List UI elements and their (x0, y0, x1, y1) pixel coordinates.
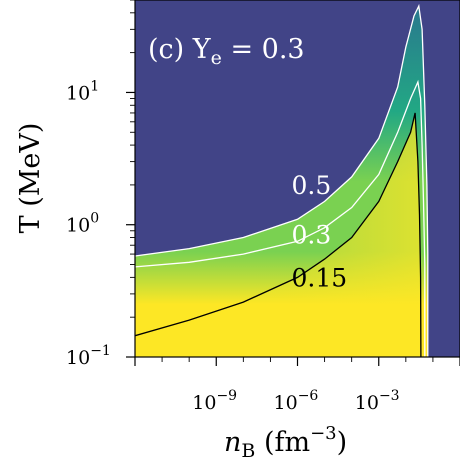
panel-label-value: = 0.3 (222, 34, 305, 65)
y-axis-title: T (MeV) (15, 123, 46, 234)
contour-label-0-5: 0.5 (292, 171, 332, 200)
y-tick-label: 100 (66, 211, 99, 237)
contour-line-0-5 (135, 3, 429, 357)
contour-label-0-3: 0.3 (292, 221, 332, 250)
x-tick-label: 10−6 (274, 388, 319, 414)
y-tick-label: 101 (66, 78, 99, 104)
plot-area (135, 0, 460, 357)
panel-label: (c) Ye = 0.3 (148, 34, 305, 69)
contour-line-0-15 (135, 112, 422, 357)
y-axis: 10−1 100 101 (66, 0, 135, 369)
contour-label-0-15: 0.15 (292, 264, 348, 293)
x-axis-title-subscript: B (241, 440, 255, 460)
y-tick-label: 10−1 (66, 343, 111, 369)
x-axis-title: nB (fm−3) (224, 423, 347, 460)
panel-label-subscript: e (211, 47, 222, 69)
contour-lines (135, 3, 429, 357)
heatmap-yellow-core (135, 112, 421, 357)
x-tick-label: 10−3 (355, 388, 400, 414)
x-tick-label: 10−9 (192, 388, 237, 414)
x-axis: 10−9 10−6 10−3 (134, 357, 460, 414)
contour-line-0-3 (135, 79, 426, 357)
x-axis-title-exponent: −3 (310, 423, 337, 444)
